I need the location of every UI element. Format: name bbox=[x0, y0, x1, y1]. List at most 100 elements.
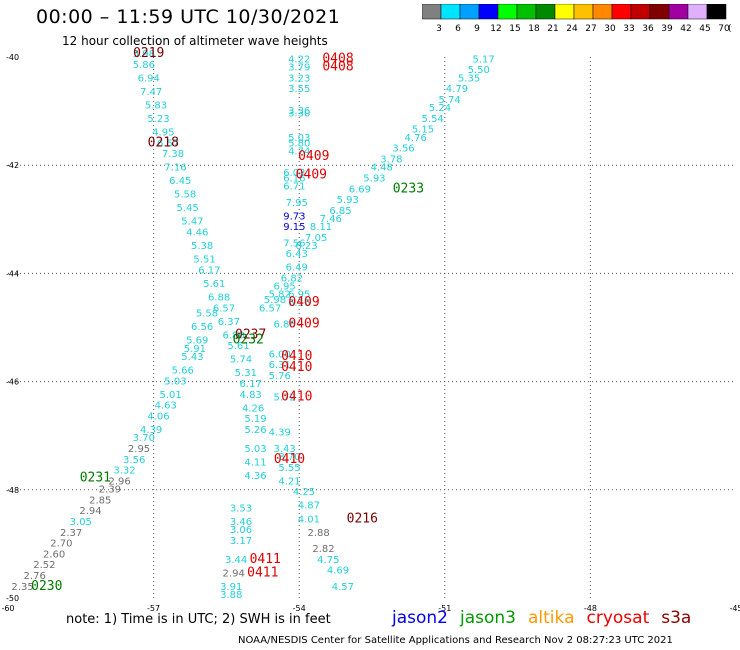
pass-time-label: 0408 bbox=[322, 51, 353, 66]
wave-height-point: 6.57 bbox=[213, 303, 235, 314]
wave-height-point: 5.01 bbox=[159, 390, 181, 401]
x-tick-label: -60 bbox=[1, 604, 14, 613]
wave-height-point: 5.69 bbox=[186, 336, 208, 347]
wave-height-point: 3.53 bbox=[230, 503, 252, 514]
pass-time-label: 0230 bbox=[31, 579, 62, 594]
wave-height-point: 6.17 bbox=[240, 379, 262, 390]
wave-height-point: 3.88 bbox=[220, 590, 242, 601]
x-tick-label: -45 bbox=[729, 604, 740, 613]
wave-height-point: 5.74 bbox=[439, 95, 461, 106]
wave-height-point: 2.94 bbox=[79, 506, 101, 517]
y-tick-label: -44 bbox=[6, 269, 19, 278]
wave-height-point: 5.35 bbox=[458, 73, 480, 84]
wave-height-point: 3.32 bbox=[113, 466, 135, 477]
pass-time-label: 0410 bbox=[281, 360, 312, 375]
wave-height-point: 4.79 bbox=[446, 84, 468, 95]
wave-height-point: 3.91 bbox=[220, 582, 242, 593]
wave-height-point: 4.76 bbox=[405, 133, 427, 144]
pass-time-label: 0237 bbox=[235, 327, 266, 342]
wave-height-point: 5.76 bbox=[269, 371, 291, 382]
wave-height-point: 5.45 bbox=[176, 203, 198, 214]
y-tick-label: -48 bbox=[6, 486, 19, 495]
wave-height-point: 6.43 bbox=[286, 249, 308, 260]
wave-height-point: 4.22 bbox=[288, 54, 310, 65]
wave-height-point: 6.88 bbox=[208, 292, 230, 303]
colorbar-label: 30 bbox=[604, 24, 616, 34]
wave-height-point: 5.03 bbox=[288, 133, 310, 144]
wave-height-point: 3.44 bbox=[225, 555, 247, 566]
wave-height-point: 6.57 bbox=[259, 303, 281, 314]
colorbar-swatch bbox=[706, 4, 727, 20]
wave-height-point: 4.95 bbox=[152, 127, 174, 138]
wave-height-point: 3.56 bbox=[392, 144, 414, 155]
wave-height-point: 5.23 bbox=[147, 114, 169, 125]
wave-height-point: 2.39 bbox=[99, 485, 121, 496]
wave-height-point: 6.37 bbox=[218, 317, 240, 328]
footer-note: note: 1) Time is in UTC; 2) SWH is in fe… bbox=[66, 612, 331, 627]
wave-height-point: 4.39 bbox=[269, 428, 291, 439]
wave-height-point: 5.80 bbox=[288, 138, 310, 149]
wave-height-point: 5.17 bbox=[472, 54, 494, 65]
wave-height-point: 3.79 bbox=[288, 63, 310, 74]
wave-height-point: 6.95 bbox=[274, 282, 296, 293]
wave-height-point: 6.82 bbox=[281, 274, 303, 285]
satellite-legend: jason2 jason3 altika cryosat s3a bbox=[392, 608, 703, 628]
wave-height-point: 6.03 bbox=[283, 168, 305, 179]
wave-height-point: 4.83 bbox=[240, 390, 262, 401]
wave-height-point: 4.26 bbox=[242, 403, 264, 414]
colorbar-unit: (ft) bbox=[728, 24, 732, 34]
colorbar-label: 15 bbox=[509, 24, 520, 34]
wave-height-point: 2.85 bbox=[89, 495, 111, 506]
pass-time-label: 0408 bbox=[322, 60, 353, 75]
pass-time-label: 0218 bbox=[148, 135, 179, 150]
wave-height-point: 2.88 bbox=[307, 528, 329, 539]
wave-height-point: 3.55 bbox=[288, 84, 310, 95]
wave-height-point: 7.05 bbox=[305, 233, 327, 244]
wave-height-point: 5.61 bbox=[227, 341, 249, 352]
x-tick-label: -57 bbox=[147, 604, 160, 613]
footer-credit: NOAA/NESDIS Center for Satellite Applica… bbox=[238, 635, 673, 646]
wave-height-point: 2.35 bbox=[11, 582, 33, 593]
wave-height-point: 5.91 bbox=[184, 344, 206, 355]
wave-height-point: 3.05 bbox=[70, 517, 92, 528]
wave-height-point: 5.93 bbox=[363, 173, 385, 184]
wave-height-point: 5.83 bbox=[145, 100, 167, 111]
wave-height-point: 4.25 bbox=[293, 487, 315, 498]
wave-height-point: 9.73 bbox=[283, 211, 305, 222]
x-tick-label: -51 bbox=[438, 604, 451, 613]
wave-height-point: 5.55 bbox=[278, 463, 300, 474]
legend-s3a: s3a bbox=[661, 608, 692, 628]
pass-time-label: 0409 bbox=[288, 295, 319, 310]
x-tick-label: -54 bbox=[293, 604, 306, 613]
colorbar-label: 21 bbox=[547, 24, 558, 34]
page-title: 00:00 – 11:59 UTC 10/30/2021 bbox=[36, 6, 341, 28]
wave-height-point: 3.17 bbox=[230, 536, 252, 547]
wave-height-point: 5.26 bbox=[244, 425, 266, 436]
wave-height-point: 5.61 bbox=[203, 279, 225, 290]
colorbar-label: 39 bbox=[661, 24, 673, 34]
y-tick-label: -46 bbox=[6, 378, 19, 387]
wave-height-point: 6.85 bbox=[329, 206, 351, 217]
wave-height-point: 6.00 bbox=[269, 349, 291, 360]
wave-height-point: 5.98 bbox=[133, 49, 155, 60]
wave-height-point: 5.86 bbox=[133, 60, 155, 71]
wave-height-point: 5.72 bbox=[274, 393, 296, 404]
y-tick-label: -42 bbox=[6, 161, 19, 170]
pass-time-label: 0410 bbox=[274, 452, 305, 467]
wave-height-point: 5.15 bbox=[412, 125, 434, 136]
wave-height-point: 4.06 bbox=[147, 411, 169, 422]
wave-height-point: 5.58 bbox=[196, 309, 218, 320]
wave-height-point: 5.82 bbox=[269, 290, 291, 301]
wave-height-point: 7.16 bbox=[164, 163, 186, 174]
wave-height-point: 5.03 bbox=[164, 376, 186, 387]
wave-height-point: 4.36 bbox=[244, 471, 266, 482]
wave-height-point: 5.19 bbox=[244, 414, 266, 425]
colorbar-label: 45 bbox=[699, 24, 710, 34]
wave-height-point: 8.11 bbox=[310, 222, 332, 233]
colorbar-label: 42 bbox=[680, 24, 691, 34]
wave-height-point: 6.23 bbox=[295, 241, 317, 252]
wave-height-point: 3.78 bbox=[380, 154, 402, 165]
wave-height-point: 5.74 bbox=[230, 355, 252, 366]
